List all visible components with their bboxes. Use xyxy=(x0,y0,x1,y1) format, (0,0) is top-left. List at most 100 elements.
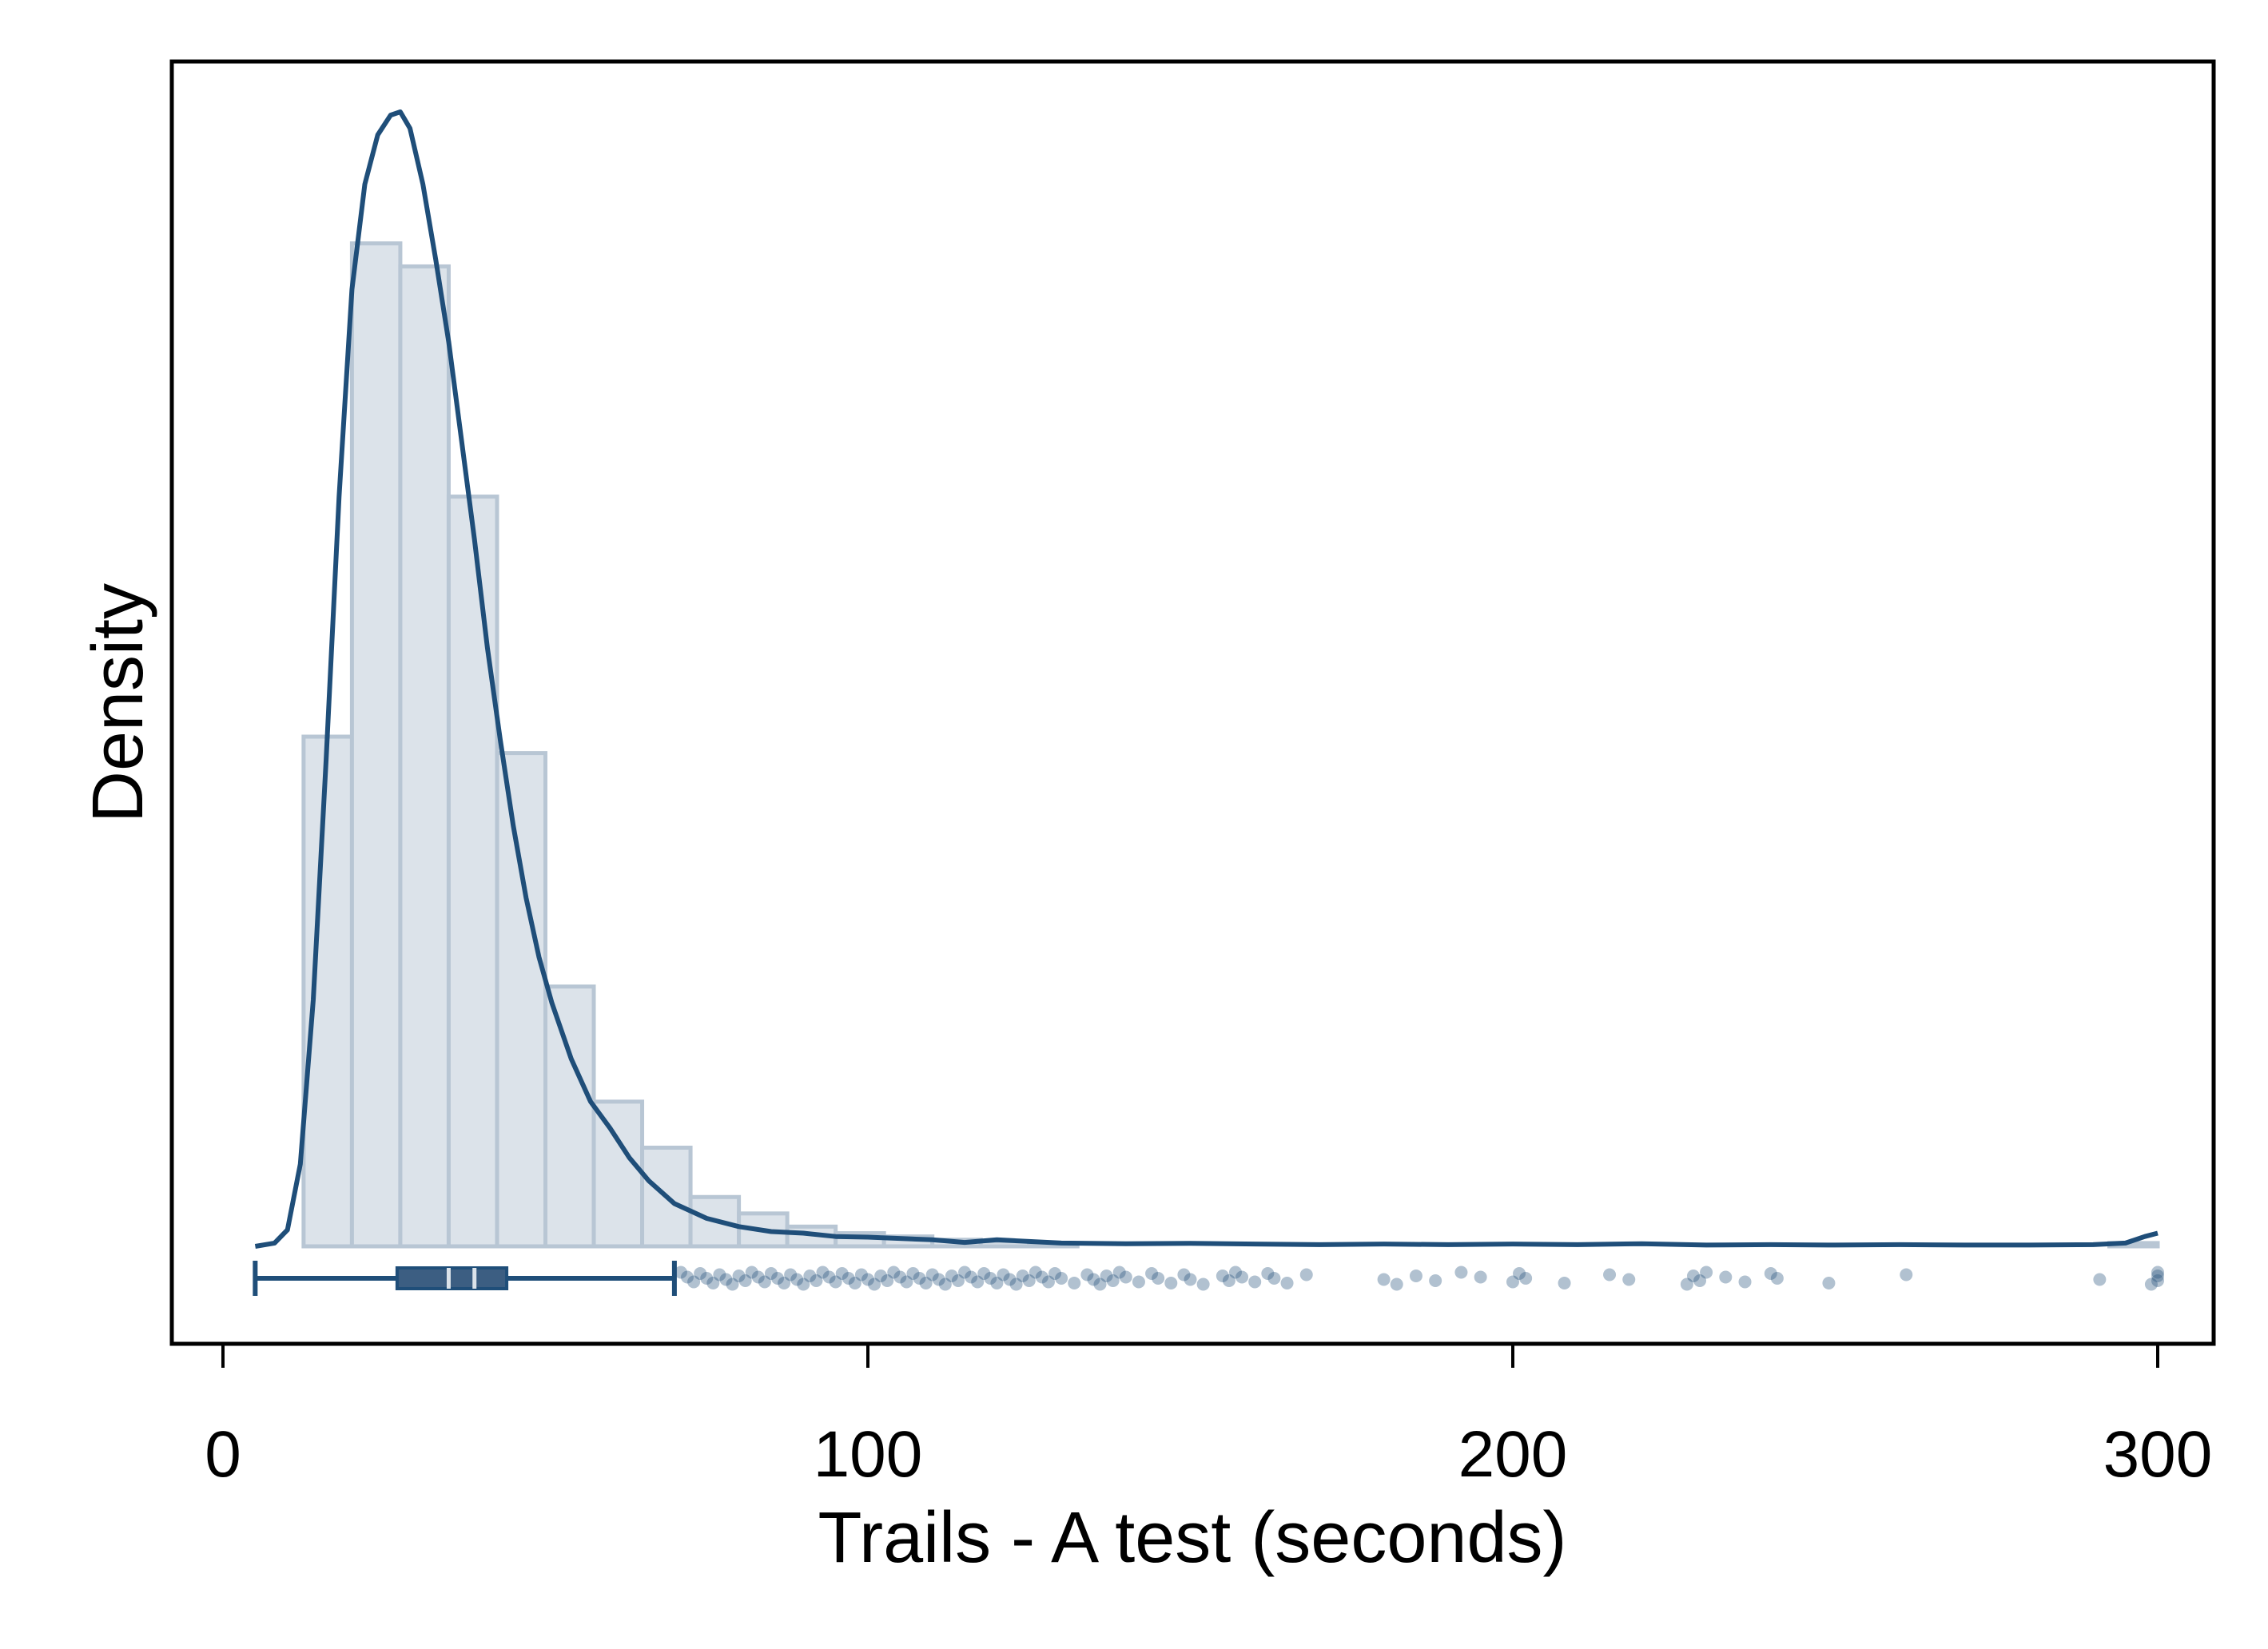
outlier-point xyxy=(732,1270,746,1282)
outlier-point xyxy=(1055,1272,1068,1285)
outlier-point xyxy=(1016,1270,1029,1282)
outlier-points xyxy=(674,1266,2164,1291)
outlier-point xyxy=(1248,1275,1262,1289)
outlier-point xyxy=(1519,1272,1533,1285)
outlier-point xyxy=(1377,1273,1391,1286)
x-axis: 0 100 200 300 xyxy=(205,1345,2212,1491)
outlier-point xyxy=(1003,1273,1017,1286)
outlier-point xyxy=(887,1266,901,1279)
x-tick-label: 100 xyxy=(814,1418,923,1491)
outlier-point xyxy=(1299,1268,1313,1281)
outlier-point xyxy=(868,1277,881,1291)
histogram-bar xyxy=(349,241,403,1249)
outlier-point xyxy=(1068,1277,1081,1289)
outlier-point xyxy=(893,1270,907,1284)
outlier-point xyxy=(738,1274,752,1287)
outlier-point xyxy=(674,1266,687,1279)
outlier-point xyxy=(758,1275,771,1289)
boxplot-iqr-box xyxy=(395,1266,509,1290)
outlier-point xyxy=(874,1270,888,1282)
outlier-point xyxy=(764,1267,778,1280)
outlier-point xyxy=(1196,1277,1210,1291)
outlier-point xyxy=(816,1266,830,1279)
outlier-point xyxy=(1429,1274,1442,1287)
outlier-point xyxy=(1216,1270,1229,1282)
outlier-point xyxy=(1222,1274,1235,1287)
outlier-point xyxy=(1558,1277,1571,1289)
outlier-point xyxy=(1390,1277,1403,1291)
outlier-point xyxy=(797,1277,810,1291)
outlier-point xyxy=(745,1266,758,1279)
outlier-point xyxy=(1112,1266,1126,1279)
outlier-point xyxy=(997,1268,1010,1281)
histogram-bar xyxy=(785,1224,838,1249)
outlier-point xyxy=(906,1267,920,1280)
outlier-point xyxy=(1041,1275,1055,1289)
outlier-point xyxy=(1680,1277,1693,1291)
outlier-point xyxy=(1093,1277,1107,1291)
outlier-point xyxy=(1513,1267,1526,1280)
outlier-point xyxy=(1622,1273,1636,1286)
box-plot xyxy=(253,1261,677,1296)
outlier-point xyxy=(719,1273,733,1286)
outlier-point xyxy=(1087,1273,1100,1286)
outlier-point xyxy=(1822,1277,1836,1289)
outlier-point xyxy=(1693,1274,1707,1287)
outlier-point xyxy=(900,1275,913,1289)
outlier-point xyxy=(951,1274,965,1287)
outlier-point xyxy=(1474,1270,1487,1284)
outlier-point xyxy=(687,1275,701,1289)
outlier-point xyxy=(945,1270,958,1282)
outlier-point xyxy=(1280,1277,1294,1289)
outlier-point xyxy=(842,1272,855,1285)
outlier-point xyxy=(990,1277,1004,1289)
outlier-point xyxy=(1132,1275,1145,1289)
outlier-point xyxy=(771,1272,785,1285)
outlier-point xyxy=(706,1277,720,1289)
outlier-point xyxy=(977,1267,991,1280)
outlier-point xyxy=(1106,1274,1120,1287)
outlier-point xyxy=(726,1277,739,1291)
density-curve xyxy=(254,109,2159,1249)
outlier-point xyxy=(1100,1270,1113,1282)
outlier-point xyxy=(2144,1277,2158,1291)
outlier-point xyxy=(1409,1270,1422,1282)
histogram-bar xyxy=(301,734,354,1249)
outlier-point xyxy=(778,1277,791,1289)
outlier-point xyxy=(803,1270,817,1282)
outlier-point xyxy=(848,1277,861,1289)
outlier-point xyxy=(1228,1266,1242,1279)
outlier-point xyxy=(958,1266,972,1279)
outlier-point xyxy=(700,1272,714,1285)
outlier-point xyxy=(790,1273,804,1286)
outlier-point xyxy=(932,1273,945,1286)
outlier-point xyxy=(822,1270,836,1284)
y-axis-title: Density xyxy=(78,583,158,823)
outlier-point xyxy=(2151,1270,2164,1282)
outlier-point xyxy=(913,1272,926,1285)
outlier-point xyxy=(1235,1270,1249,1284)
outlier-point xyxy=(829,1275,842,1289)
outlier-point xyxy=(881,1274,894,1287)
outlier-point xyxy=(1770,1272,1784,1285)
outlier-point xyxy=(919,1277,933,1289)
outlier-point xyxy=(971,1275,985,1289)
outlier-point xyxy=(1009,1277,1023,1291)
outlier-point xyxy=(1022,1274,1036,1287)
histogram-bar xyxy=(591,1099,645,1249)
outlier-point xyxy=(1719,1270,1733,1284)
outlier-point xyxy=(1454,1266,1468,1279)
outlier-point xyxy=(1048,1267,1062,1280)
outlier-point xyxy=(1152,1272,1165,1285)
plot-frame xyxy=(169,59,2216,1346)
outlier-point xyxy=(1080,1268,1094,1281)
outlier-point xyxy=(681,1270,694,1284)
outlier-point xyxy=(1029,1266,1042,1279)
outlier-point xyxy=(1184,1273,1197,1286)
outlier-point xyxy=(2093,1273,2107,1286)
outlier-point xyxy=(1506,1275,1519,1289)
histogram-bar xyxy=(495,751,547,1249)
outlier-point xyxy=(1738,1275,1752,1289)
histogram-bar xyxy=(398,264,451,1249)
